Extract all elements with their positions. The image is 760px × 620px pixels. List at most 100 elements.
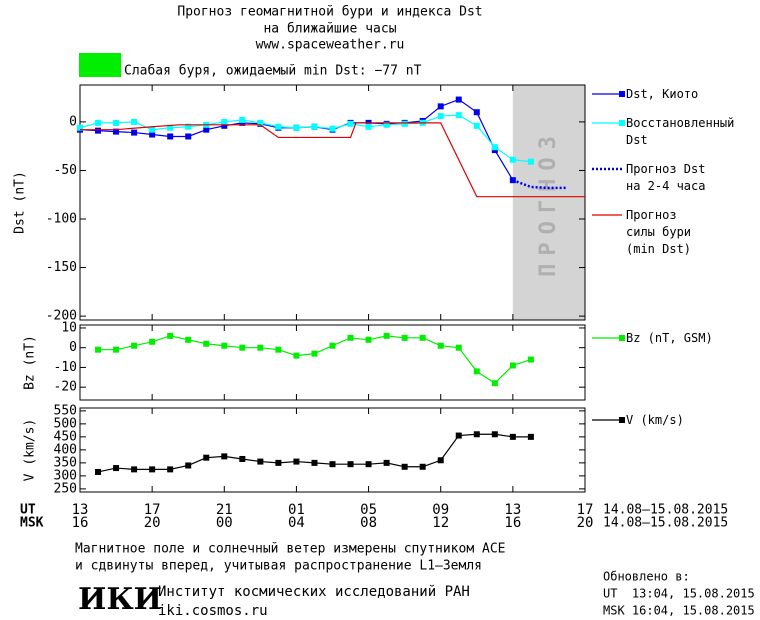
legend-label: Восстановленный Dst (626, 116, 735, 147)
data-point (491, 380, 498, 387)
y-tick-label: 0 (69, 114, 77, 129)
series-line (98, 335, 532, 384)
data-point (149, 131, 156, 138)
data-point (509, 433, 516, 440)
legend-marker (619, 335, 625, 341)
series-line (97, 433, 531, 473)
x-tick-label: 21 (216, 502, 233, 518)
data-point (419, 463, 426, 470)
y-tick-label: -200 (46, 309, 77, 324)
data-point (203, 126, 210, 133)
data-point (257, 344, 264, 351)
data-point (455, 432, 462, 439)
logo: ИКИ (78, 582, 162, 617)
footer-note: Магнитное поле и солнечный ветер измерен… (75, 542, 505, 557)
x2-tick-label: 04 (288, 515, 305, 531)
plot-frame (79, 84, 586, 321)
x2-tick-label: 20 (144, 515, 161, 531)
data-point (401, 463, 408, 470)
data-point (293, 458, 300, 465)
data-point (149, 466, 156, 473)
x2-range: 14.08–15.08.2015 (603, 516, 728, 531)
data-point (185, 123, 192, 130)
data-point (401, 334, 408, 341)
data-point (473, 122, 480, 129)
data-point (383, 121, 390, 128)
title: Прогноз геомагнитной бури и индекса Dst (177, 5, 482, 20)
status-text: Слабая буря, ожидаемый min Dst: −77 nT (124, 64, 422, 79)
data-point (149, 126, 156, 133)
y-tick-label: -20 (54, 380, 77, 395)
data-point (113, 128, 120, 135)
data-point (473, 109, 480, 116)
data-point (437, 457, 444, 464)
data-point (365, 336, 372, 343)
y-tick-label: 550 (54, 403, 77, 418)
x2-tick-label: 20 (577, 515, 594, 531)
status-indicator (79, 53, 121, 77)
x2-tick-label: 00 (216, 515, 233, 531)
x-axis-label: UT (20, 503, 36, 518)
data-point (167, 332, 174, 339)
x2-tick-label: 16 (504, 515, 521, 531)
data-point (149, 338, 156, 345)
y-tick-label: -100 (46, 212, 77, 227)
data-point (275, 459, 282, 466)
data-point (131, 466, 138, 473)
data-point (383, 459, 390, 466)
data-point (437, 342, 444, 349)
data-point (221, 453, 228, 460)
data-point (491, 144, 498, 151)
data-point (329, 461, 336, 468)
updated-ut: UT 13:04, 15.08.2015 (603, 587, 755, 601)
series-line (79, 114, 531, 163)
series-line (512, 178, 567, 190)
subtitle: на ближайшие часы (263, 22, 396, 37)
data-point (293, 352, 300, 359)
data-point (257, 458, 264, 465)
data-point (311, 350, 318, 357)
y-tick-label: 10 (61, 320, 77, 335)
y-tick-label: 500 (54, 416, 77, 431)
x2-tick-label: 16 (72, 515, 89, 531)
data-point (293, 124, 300, 131)
y-tick-label: 300 (54, 468, 77, 483)
x-tick-label: 17 (144, 502, 161, 518)
data-point (113, 465, 120, 472)
legend-label: Dst, Киото (626, 87, 699, 101)
y-tick-label: 400 (54, 442, 77, 457)
data-point (275, 123, 282, 130)
data-point (167, 133, 174, 140)
data-point (365, 461, 372, 468)
data-point (221, 342, 228, 349)
data-point (77, 124, 83, 131)
forecast-label: ПРОГНОЗ (536, 128, 561, 277)
x-tick-label: 05 (360, 502, 377, 518)
data-point (239, 344, 246, 351)
series-line (79, 98, 514, 181)
data-point (527, 158, 534, 165)
y-tick-label: 350 (54, 455, 77, 470)
y-tick-label: 250 (54, 481, 77, 496)
institute: Институт космических исследований РАН (158, 584, 470, 600)
legend-label: V (km/s) (626, 413, 684, 427)
data-point (311, 123, 318, 130)
data-point (203, 340, 210, 347)
legend-label: Прогноз силы бури (min Dst) (626, 208, 692, 256)
legend-marker (619, 417, 625, 423)
data-point (509, 156, 516, 163)
legend-marker (619, 120, 625, 126)
data-point (509, 362, 516, 369)
updated-label: Обновлено в: (603, 570, 690, 584)
data-point (95, 346, 102, 353)
plot-frame (79, 324, 586, 401)
data-point (365, 123, 372, 130)
data-point (347, 120, 354, 127)
data-point (95, 119, 102, 126)
data-point (473, 368, 480, 375)
data-point (95, 468, 102, 475)
data-point (113, 346, 120, 353)
data-point (491, 431, 498, 438)
y-axis-label: Dst (nT) (13, 171, 28, 234)
